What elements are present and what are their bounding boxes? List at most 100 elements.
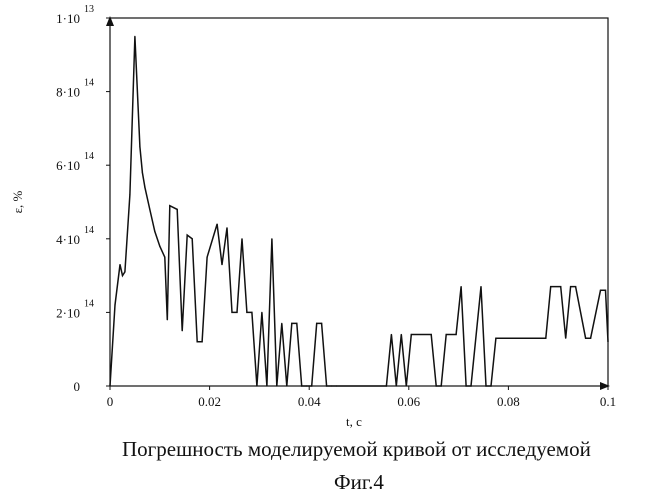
data-point — [570, 286, 571, 287]
y-tick-label: 6·10 — [56, 158, 80, 173]
data-point — [326, 385, 327, 386]
data-point — [231, 312, 232, 313]
data-point — [266, 385, 267, 386]
y-tick-exponent: 14 — [84, 151, 94, 162]
data-point — [109, 385, 110, 386]
data-point — [154, 231, 155, 232]
data-point — [122, 275, 123, 276]
data-point — [590, 338, 591, 339]
data-point — [321, 323, 322, 324]
data-point — [114, 304, 115, 305]
data-point — [436, 385, 437, 386]
y-tick-label: 2·10 — [56, 305, 80, 320]
data-point — [226, 227, 227, 228]
x-axis-label: t, c — [346, 414, 362, 429]
data-point — [256, 385, 257, 386]
y-tick-exponent: 14 — [84, 78, 94, 89]
x-tick-label: 0.04 — [298, 394, 321, 409]
data-point — [296, 323, 297, 324]
data-point — [470, 385, 471, 386]
data-point — [485, 385, 486, 386]
x-tick-label: 0.08 — [497, 394, 520, 409]
data-point — [466, 385, 467, 386]
data-point — [336, 385, 337, 386]
data-point — [411, 334, 412, 335]
data-point — [490, 385, 491, 386]
data-point — [241, 238, 242, 239]
data-point — [311, 385, 312, 386]
data-point — [261, 312, 262, 313]
data-point — [167, 319, 168, 320]
x-tick-label: 0.02 — [198, 394, 221, 409]
y-tick-exponent: 13 — [84, 4, 94, 15]
y-tick-label: 1·10 — [56, 11, 80, 26]
data-point — [119, 264, 120, 265]
y-tick-label: 0 — [74, 379, 81, 394]
chart-axes — [106, 16, 610, 390]
data-point — [142, 172, 143, 173]
data-point — [159, 246, 160, 247]
data-point — [276, 385, 277, 386]
data-point — [187, 235, 188, 236]
data-point — [600, 290, 601, 291]
data-point — [169, 205, 170, 206]
data-point — [124, 271, 125, 272]
data-point — [386, 385, 387, 386]
y-tick-label: 4·10 — [56, 232, 80, 247]
y-tick-label: 8·10 — [56, 85, 80, 100]
data-point — [246, 312, 247, 313]
data-point — [139, 146, 140, 147]
data-point — [301, 385, 302, 386]
x-tick-label: 0 — [107, 394, 114, 409]
data-point — [217, 224, 218, 225]
data-point — [607, 341, 608, 342]
data-point — [495, 338, 496, 339]
y-axis-label: ε, % — [10, 190, 25, 213]
figure-number: Фиг.4 — [0, 470, 662, 495]
y-tick-exponent: 14 — [84, 298, 94, 309]
data-point — [396, 385, 397, 386]
data-point — [401, 334, 402, 335]
data-point — [271, 238, 272, 239]
data-point — [129, 194, 130, 195]
data-point — [197, 341, 198, 342]
data-point — [461, 286, 462, 287]
x-tick-label: 0.06 — [397, 394, 420, 409]
data-point — [177, 209, 178, 210]
data-point — [286, 385, 287, 386]
data-point — [605, 290, 606, 291]
data-point — [560, 286, 561, 287]
data-point — [182, 330, 183, 331]
data-point — [545, 338, 546, 339]
data-point — [456, 334, 457, 335]
figure-caption: Погрешность моделируемой кривой от иссле… — [70, 437, 662, 462]
series-line — [110, 36, 608, 386]
chart-series — [109, 36, 608, 387]
data-point — [316, 323, 317, 324]
data-point — [251, 312, 252, 313]
data-point — [134, 36, 135, 37]
data-point — [391, 334, 392, 335]
data-point — [406, 385, 407, 386]
data-point — [446, 334, 447, 335]
x-tick-label: 0.1 — [600, 394, 616, 409]
data-point — [306, 385, 307, 386]
data-point — [202, 341, 203, 342]
data-point — [207, 257, 208, 258]
data-point — [480, 286, 481, 287]
data-point — [144, 187, 145, 188]
data-point — [236, 312, 237, 313]
line-chart: 0 0.02 0.04 0.06 0.08 0.1 0 2·10 14 4·10 14 6·10 14 8… — [0, 0, 662, 430]
plot-frame — [110, 18, 608, 386]
data-point — [291, 323, 292, 324]
data-point — [565, 338, 566, 339]
data-point — [431, 334, 432, 335]
data-point — [221, 264, 222, 265]
data-point — [441, 385, 442, 386]
data-point — [585, 338, 586, 339]
chart-ticks: 0 0.02 0.04 0.06 0.08 0.1 0 2·10 14 4·10 14 6·10 14 8… — [56, 4, 616, 409]
data-point — [164, 257, 165, 258]
data-point — [281, 323, 282, 324]
y-tick-exponent: 14 — [84, 225, 94, 236]
